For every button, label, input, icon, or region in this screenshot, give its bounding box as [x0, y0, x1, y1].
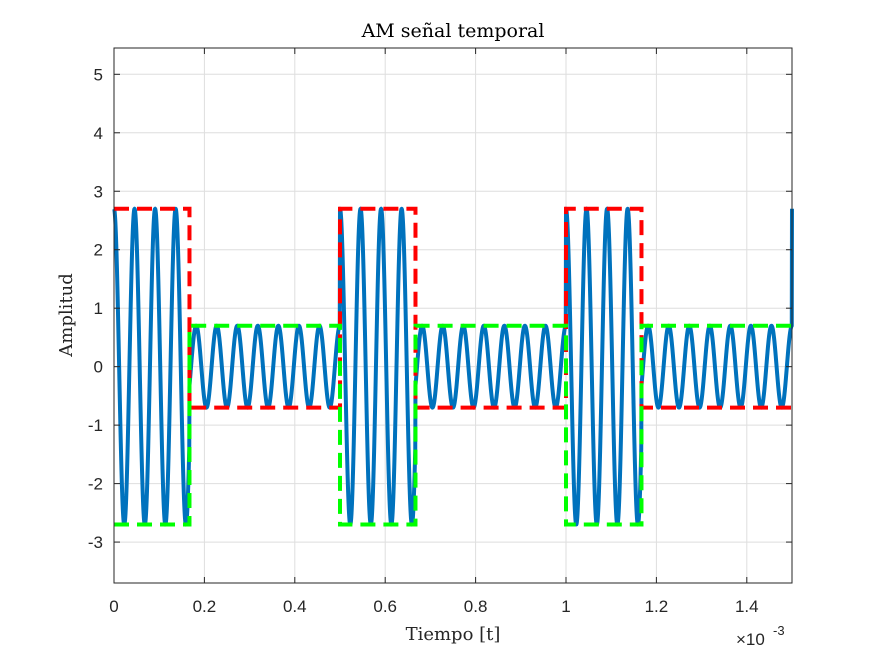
tick-labels: 0 0.2 0.4 0.6 0.8 1 1.2 1.4 -3 -2 -1 0 1 2 3 4 5	[88, 65, 759, 616]
x-tick-label: 1.4	[735, 597, 759, 616]
y-tick-label: 0	[94, 358, 103, 377]
upper-envelope-line	[114, 206, 792, 410]
x-exponent-base: ×10	[736, 630, 765, 649]
plot-lines	[112, 206, 794, 527]
y-axis-label: Amplitud	[56, 273, 77, 357]
y-tick-label: -3	[88, 533, 103, 552]
x-tick-label: 1	[561, 597, 570, 616]
chart-title: AM señal temporal	[361, 20, 545, 42]
plot-area	[114, 48, 792, 583]
lower-envelope-line	[114, 323, 792, 527]
x-tick-label: 0.2	[193, 597, 217, 616]
x-tick-label: 1.2	[645, 597, 669, 616]
ticks	[113, 48, 792, 583]
y-tick-label: 1	[94, 299, 103, 318]
y-tick-label: 5	[94, 65, 103, 84]
y-tick-label: -1	[88, 416, 103, 435]
axes-box	[113, 47, 793, 584]
y-tick-label: 3	[94, 182, 103, 201]
y-tick-label: 4	[94, 124, 103, 143]
x-tick-label: 0.4	[283, 597, 307, 616]
x-tick-label: 0.6	[373, 597, 397, 616]
x-axis-label: Tiempo [t]	[406, 624, 501, 645]
y-tick-label: 2	[94, 241, 103, 260]
x-exponent-power: -3	[773, 623, 785, 638]
x-tick-label: 0.8	[464, 597, 488, 616]
x-tick-label: 0	[109, 597, 118, 616]
y-tick-label: -2	[88, 475, 103, 494]
x-exponent: ×10 -3	[736, 623, 785, 649]
